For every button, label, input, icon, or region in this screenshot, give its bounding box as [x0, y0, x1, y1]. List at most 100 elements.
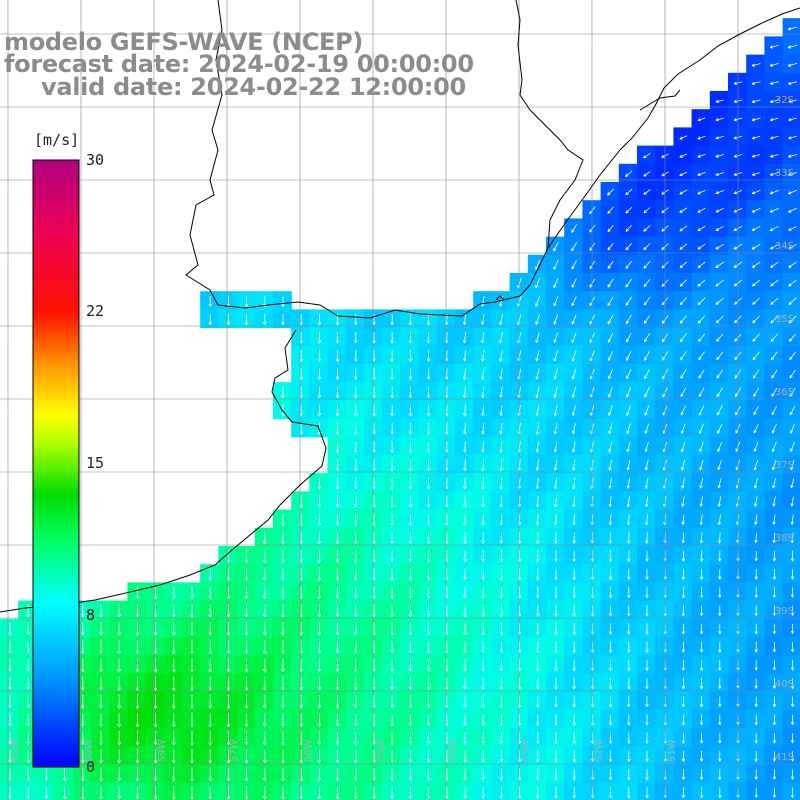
wind-speed-cell: [673, 127, 693, 147]
wind-speed-cell: [728, 218, 747, 238]
wind-arrow: [426, 549, 431, 563]
wind-speed-cell: [618, 309, 638, 329]
wind-speed-cell: [473, 637, 492, 656]
wind-speed-cell: [618, 709, 638, 729]
wind-arrow: [608, 369, 613, 380]
wind-arrow: [754, 751, 758, 762]
wind-speed-cell: [782, 709, 800, 729]
wind-speed-cell: [273, 746, 292, 765]
wind-speed-cell: [655, 782, 674, 800]
wind-speed-cell: [746, 527, 765, 547]
wind-arrow: [281, 731, 285, 745]
wind-arrow: [644, 495, 649, 508]
wind-arrow: [153, 731, 158, 746]
wind-speed-cell: [691, 382, 711, 401]
wind-speed-cell: [291, 564, 310, 583]
wind-arrow: [787, 63, 798, 67]
wind-arrow: [172, 586, 176, 599]
wind-speed-cell: [782, 473, 800, 492]
wind-speed-cell: [564, 327, 583, 347]
wind-arrow: [317, 531, 322, 545]
wind-arrow: [626, 477, 631, 489]
wind-speed-cell: [345, 546, 365, 565]
wind-speed-cell: [691, 364, 711, 383]
wind-arrow: [408, 731, 413, 745]
wind-speed-cell: [564, 309, 583, 329]
wind-arrow: [608, 732, 613, 744]
wind-speed-cell: [418, 782, 438, 800]
wind-speed-cell: [637, 782, 656, 800]
wind-speed-cell: [782, 746, 800, 765]
wind-speed-cell: [418, 473, 438, 492]
wind-speed-cell: [218, 782, 238, 800]
wind-arrow: [408, 422, 413, 435]
wind-arrow: [715, 315, 724, 324]
wind-speed-cell: [618, 764, 638, 784]
wind-arrow: [463, 422, 467, 435]
wind-speed-cell: [254, 546, 274, 565]
wind-speed-cell: [455, 382, 474, 401]
wind-arrow: [699, 441, 704, 453]
wind-arrow: [335, 368, 340, 380]
wind-speed-cell: [527, 491, 547, 511]
wind-arrow: [681, 660, 686, 671]
wind-speed-cell: [782, 546, 800, 565]
longitude-label: 51W: [667, 739, 678, 762]
wind-speed-cell: [655, 618, 674, 638]
wind-arrow: [481, 568, 485, 581]
wind-arrow: [263, 658, 267, 673]
wind-arrow: [681, 732, 686, 744]
wind-arrow: [463, 713, 467, 726]
wind-speed-cell: [782, 218, 800, 238]
wind-speed-cell: [564, 655, 583, 674]
wind-arrow: [426, 513, 431, 526]
wind-speed-cell: [709, 728, 729, 747]
wind-speed-cell: [564, 782, 583, 800]
wind-speed-cell: [782, 637, 800, 656]
latitude-label: 40S: [774, 679, 794, 690]
wind-speed-cell: [218, 309, 238, 329]
wind-arrow: [481, 386, 485, 398]
wind-arrow: [281, 604, 285, 618]
wind-speed-cell: [527, 728, 547, 747]
wind-speed-cell: [527, 273, 547, 292]
wind-speed-cell: [782, 36, 800, 56]
latitude-label: 34S: [774, 241, 794, 252]
wind-arrow: [481, 550, 485, 562]
wind-arrow: [771, 423, 777, 434]
wind-speed-cell: [709, 236, 729, 256]
wind-arrow: [771, 441, 777, 452]
wind-arrow: [754, 660, 758, 671]
wind-speed-cell: [200, 618, 219, 638]
wind-arrow: [8, 713, 12, 727]
wind-speed-cell: [764, 455, 784, 474]
wind-arrow: [335, 440, 340, 453]
wind-speed-cell: [273, 764, 292, 784]
wind-arrow: [699, 423, 705, 434]
wind-arrow: [335, 786, 340, 800]
wind-arrow: [281, 767, 285, 782]
wind-speed-cell: [691, 163, 711, 183]
wind-speed-cell: [345, 582, 365, 602]
wind-arrow: [553, 368, 558, 380]
wind-arrow: [627, 696, 631, 708]
wind-speed-cell: [637, 764, 656, 784]
wind-arrow: [790, 441, 795, 452]
wind-speed-cell: [327, 382, 347, 401]
wind-arrow: [408, 459, 413, 472]
wind-arrow: [335, 604, 340, 617]
wind-arrow: [553, 350, 558, 362]
wind-speed-cell: [764, 163, 784, 183]
wind-arrow: [426, 459, 431, 471]
wind-speed-cell: [673, 455, 693, 474]
wind-arrow: [699, 587, 704, 598]
wind-speed-cell: [236, 709, 256, 729]
wind-speed-cell: [746, 109, 765, 128]
wind-arrow: [317, 768, 322, 781]
wind-speed-cell: [637, 400, 656, 420]
wind-arrow: [153, 604, 158, 618]
wind-speed-cell: [473, 491, 492, 511]
wind-speed-cell: [673, 673, 693, 693]
wind-arrow: [263, 622, 267, 636]
wind-speed-cell: [273, 673, 292, 693]
